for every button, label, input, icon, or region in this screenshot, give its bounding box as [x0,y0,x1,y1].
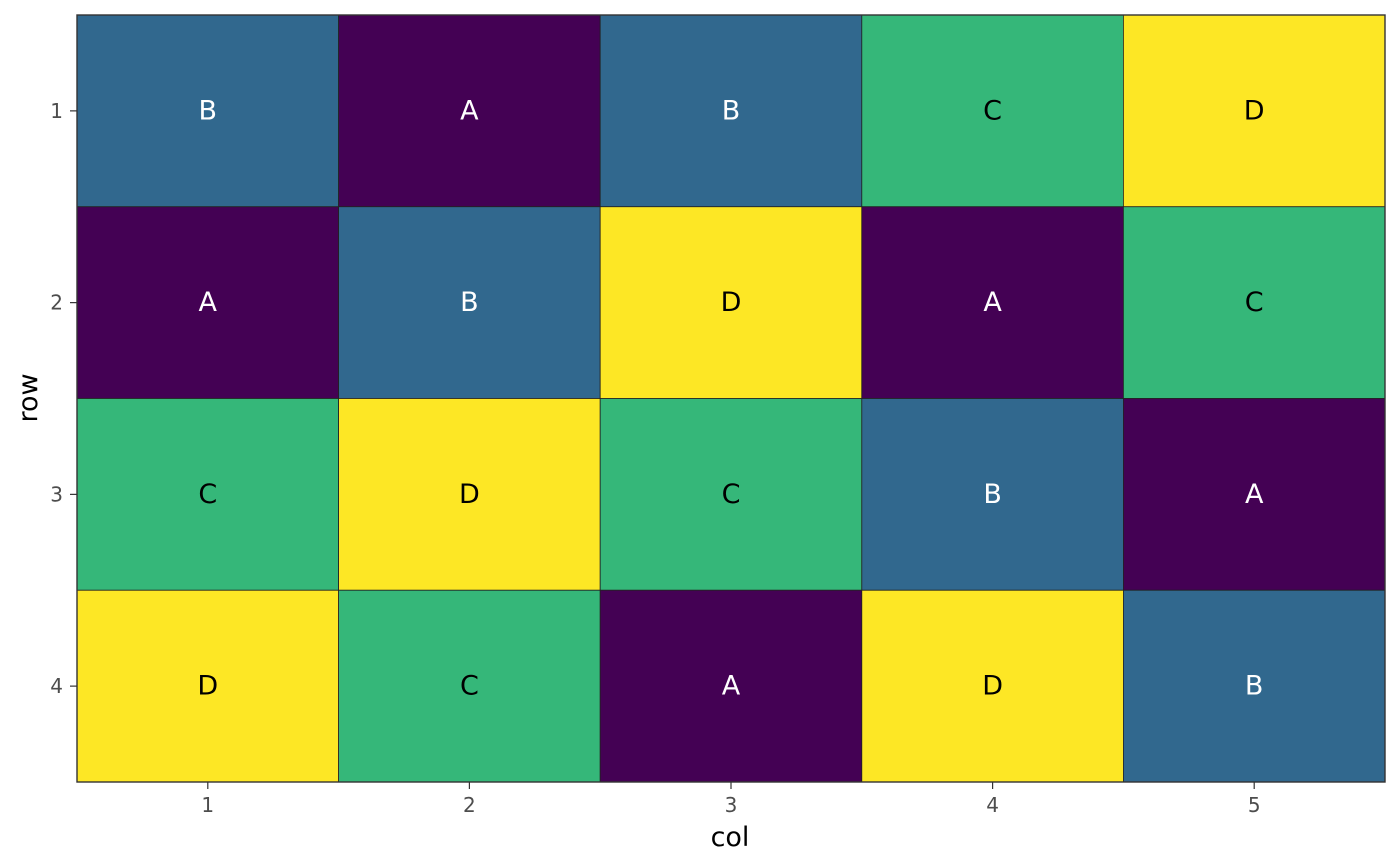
cell-label: B [983,479,1002,510]
heatmap-cells: B A B C D A B D A C C D C B A D C A D B [76,14,1386,783]
cell-label: B [722,95,741,126]
y-axis: 1 2 3 4 [50,99,77,698]
cell-label: A [983,287,1002,318]
heatmap-cell [599,206,863,399]
cell-label: D [197,671,218,702]
y-tick-label: 3 [50,482,63,506]
heatmap-cell [861,14,1124,208]
y-tick-label: 2 [50,291,63,315]
cell-label: A [722,671,741,702]
cell-label: A [460,95,479,126]
cell-label: C [722,479,741,510]
x-tick-label: 5 [1248,793,1261,817]
cell-label: D [982,671,1003,702]
x-axis: 1 2 3 4 5 [201,782,1261,817]
cell-label: D [721,287,742,318]
heatmap-cell [599,589,863,783]
cell-label: C [1245,287,1264,318]
heatmap-cell [1123,14,1386,208]
y-tick-label: 4 [50,674,63,698]
heatmap-cell [338,206,601,399]
heatmap-cell [76,14,340,208]
heatmap-cell [338,398,601,591]
heatmap-cell [338,589,601,783]
heatmap-cell [338,14,601,208]
heatmap-cell [76,206,340,399]
heatmap-cell [861,398,1124,591]
cell-label: B [1245,671,1264,702]
heatmap-cell [1123,589,1386,783]
cell-label: C [460,671,479,702]
x-tick-label: 1 [201,793,214,817]
x-axis-title: col [711,822,750,853]
heatmap-cell [861,589,1124,783]
x-tick-label: 4 [986,793,999,817]
cell-label: B [199,95,218,126]
cell-label: D [459,479,480,510]
x-tick-label: 2 [463,793,476,817]
cell-label: A [199,287,218,318]
cell-label: B [460,287,479,318]
cell-label: D [1244,95,1265,126]
heatmap-cell [1123,398,1386,591]
cell-label: C [983,95,1002,126]
heatmap-cell [1123,206,1386,399]
heatmap-cell [599,398,863,591]
y-tick-label: 1 [50,99,63,123]
cell-label: C [198,479,217,510]
cell-label: A [1245,479,1264,510]
x-tick-label: 3 [725,793,738,817]
y-axis-title: row [13,373,44,422]
